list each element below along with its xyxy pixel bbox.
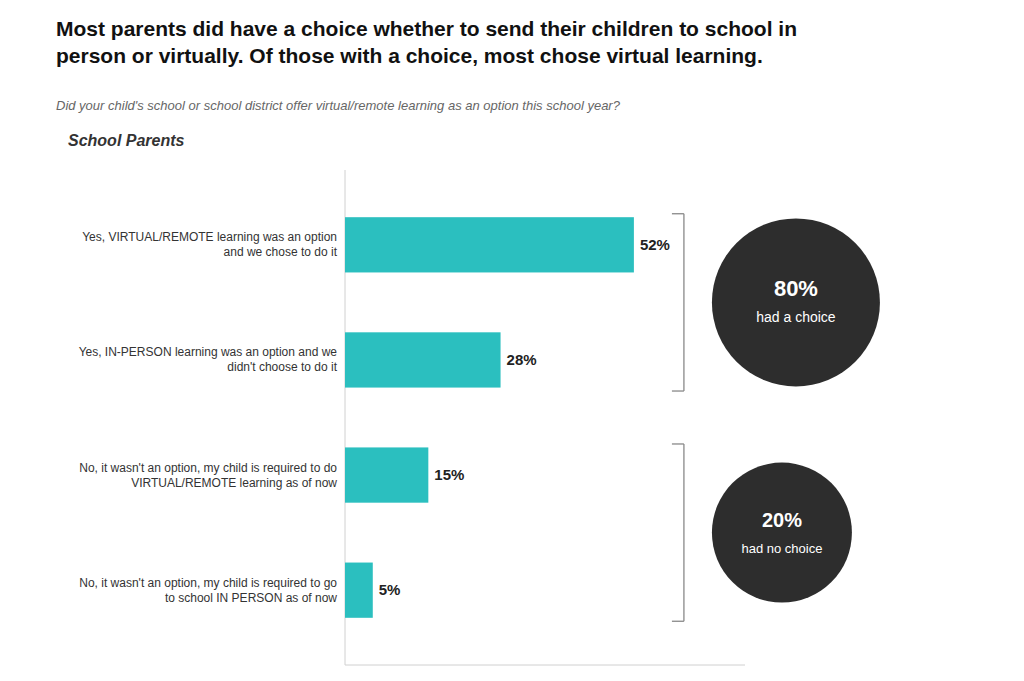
data-label: 5% bbox=[379, 581, 401, 598]
bracket-tick bbox=[672, 443, 684, 444]
text-line: VIRTUAL/REMOTE learning as of now bbox=[131, 476, 337, 490]
category-label: No, it wasn't an option, my child is req… bbox=[79, 576, 337, 605]
annotation-circle bbox=[712, 218, 880, 386]
subtitle: Did your child's school or school distri… bbox=[56, 98, 621, 113]
category-label: No, it wasn't an option, my child is req… bbox=[79, 461, 337, 490]
annotation-label: 80% bbox=[774, 276, 818, 301]
category-label: Yes, VIRTUAL/REMOTE learning was an opti… bbox=[82, 230, 337, 259]
chart: Most parents did have a choice whether t… bbox=[0, 0, 1024, 681]
bracket bbox=[672, 214, 684, 391]
bracket-line bbox=[683, 444, 684, 621]
text-line: to school IN PERSON as of now bbox=[165, 591, 337, 605]
bracket-tick bbox=[672, 621, 684, 622]
text-line: Most parents did have a choice whether t… bbox=[56, 17, 797, 40]
text-line: No, it wasn't an option, my child is req… bbox=[79, 576, 337, 590]
bracket-tick bbox=[672, 390, 684, 391]
bar bbox=[345, 563, 373, 618]
bars bbox=[345, 217, 634, 618]
text-line: Yes, IN-PERSON learning was an option an… bbox=[79, 345, 338, 359]
bracket-line bbox=[683, 214, 684, 391]
text-line: person or virtually. Of those with a cho… bbox=[56, 44, 763, 67]
text-line: Yes, VIRTUAL/REMOTE learning was an opti… bbox=[82, 230, 337, 244]
data-label: 28% bbox=[507, 351, 537, 368]
bar bbox=[345, 447, 428, 502]
data-label: 15% bbox=[434, 466, 464, 483]
annotation-circle bbox=[712, 463, 852, 603]
annotation-label: 20% bbox=[762, 509, 802, 531]
bar bbox=[345, 217, 634, 272]
annotation-text: had no choice bbox=[741, 541, 822, 556]
bar bbox=[345, 332, 501, 387]
text-line: didn't choose to do it bbox=[227, 360, 337, 374]
text-line: and we chose to do it bbox=[224, 245, 338, 259]
category-label: Yes, IN-PERSON learning was an option an… bbox=[79, 345, 338, 374]
x-axis-line bbox=[345, 665, 745, 666]
title: Most parents did have a choice whether t… bbox=[56, 17, 797, 67]
bracket bbox=[672, 444, 684, 621]
group-label: School Parents bbox=[68, 132, 185, 149]
text-line: No, it wasn't an option, my child is req… bbox=[79, 461, 337, 475]
bracket-tick bbox=[672, 213, 684, 214]
data-label: 52% bbox=[640, 236, 670, 253]
page: {"chart_data": { "type": "bar", "orienta… bbox=[0, 0, 1024, 681]
annotation-text: had a choice bbox=[756, 309, 836, 325]
